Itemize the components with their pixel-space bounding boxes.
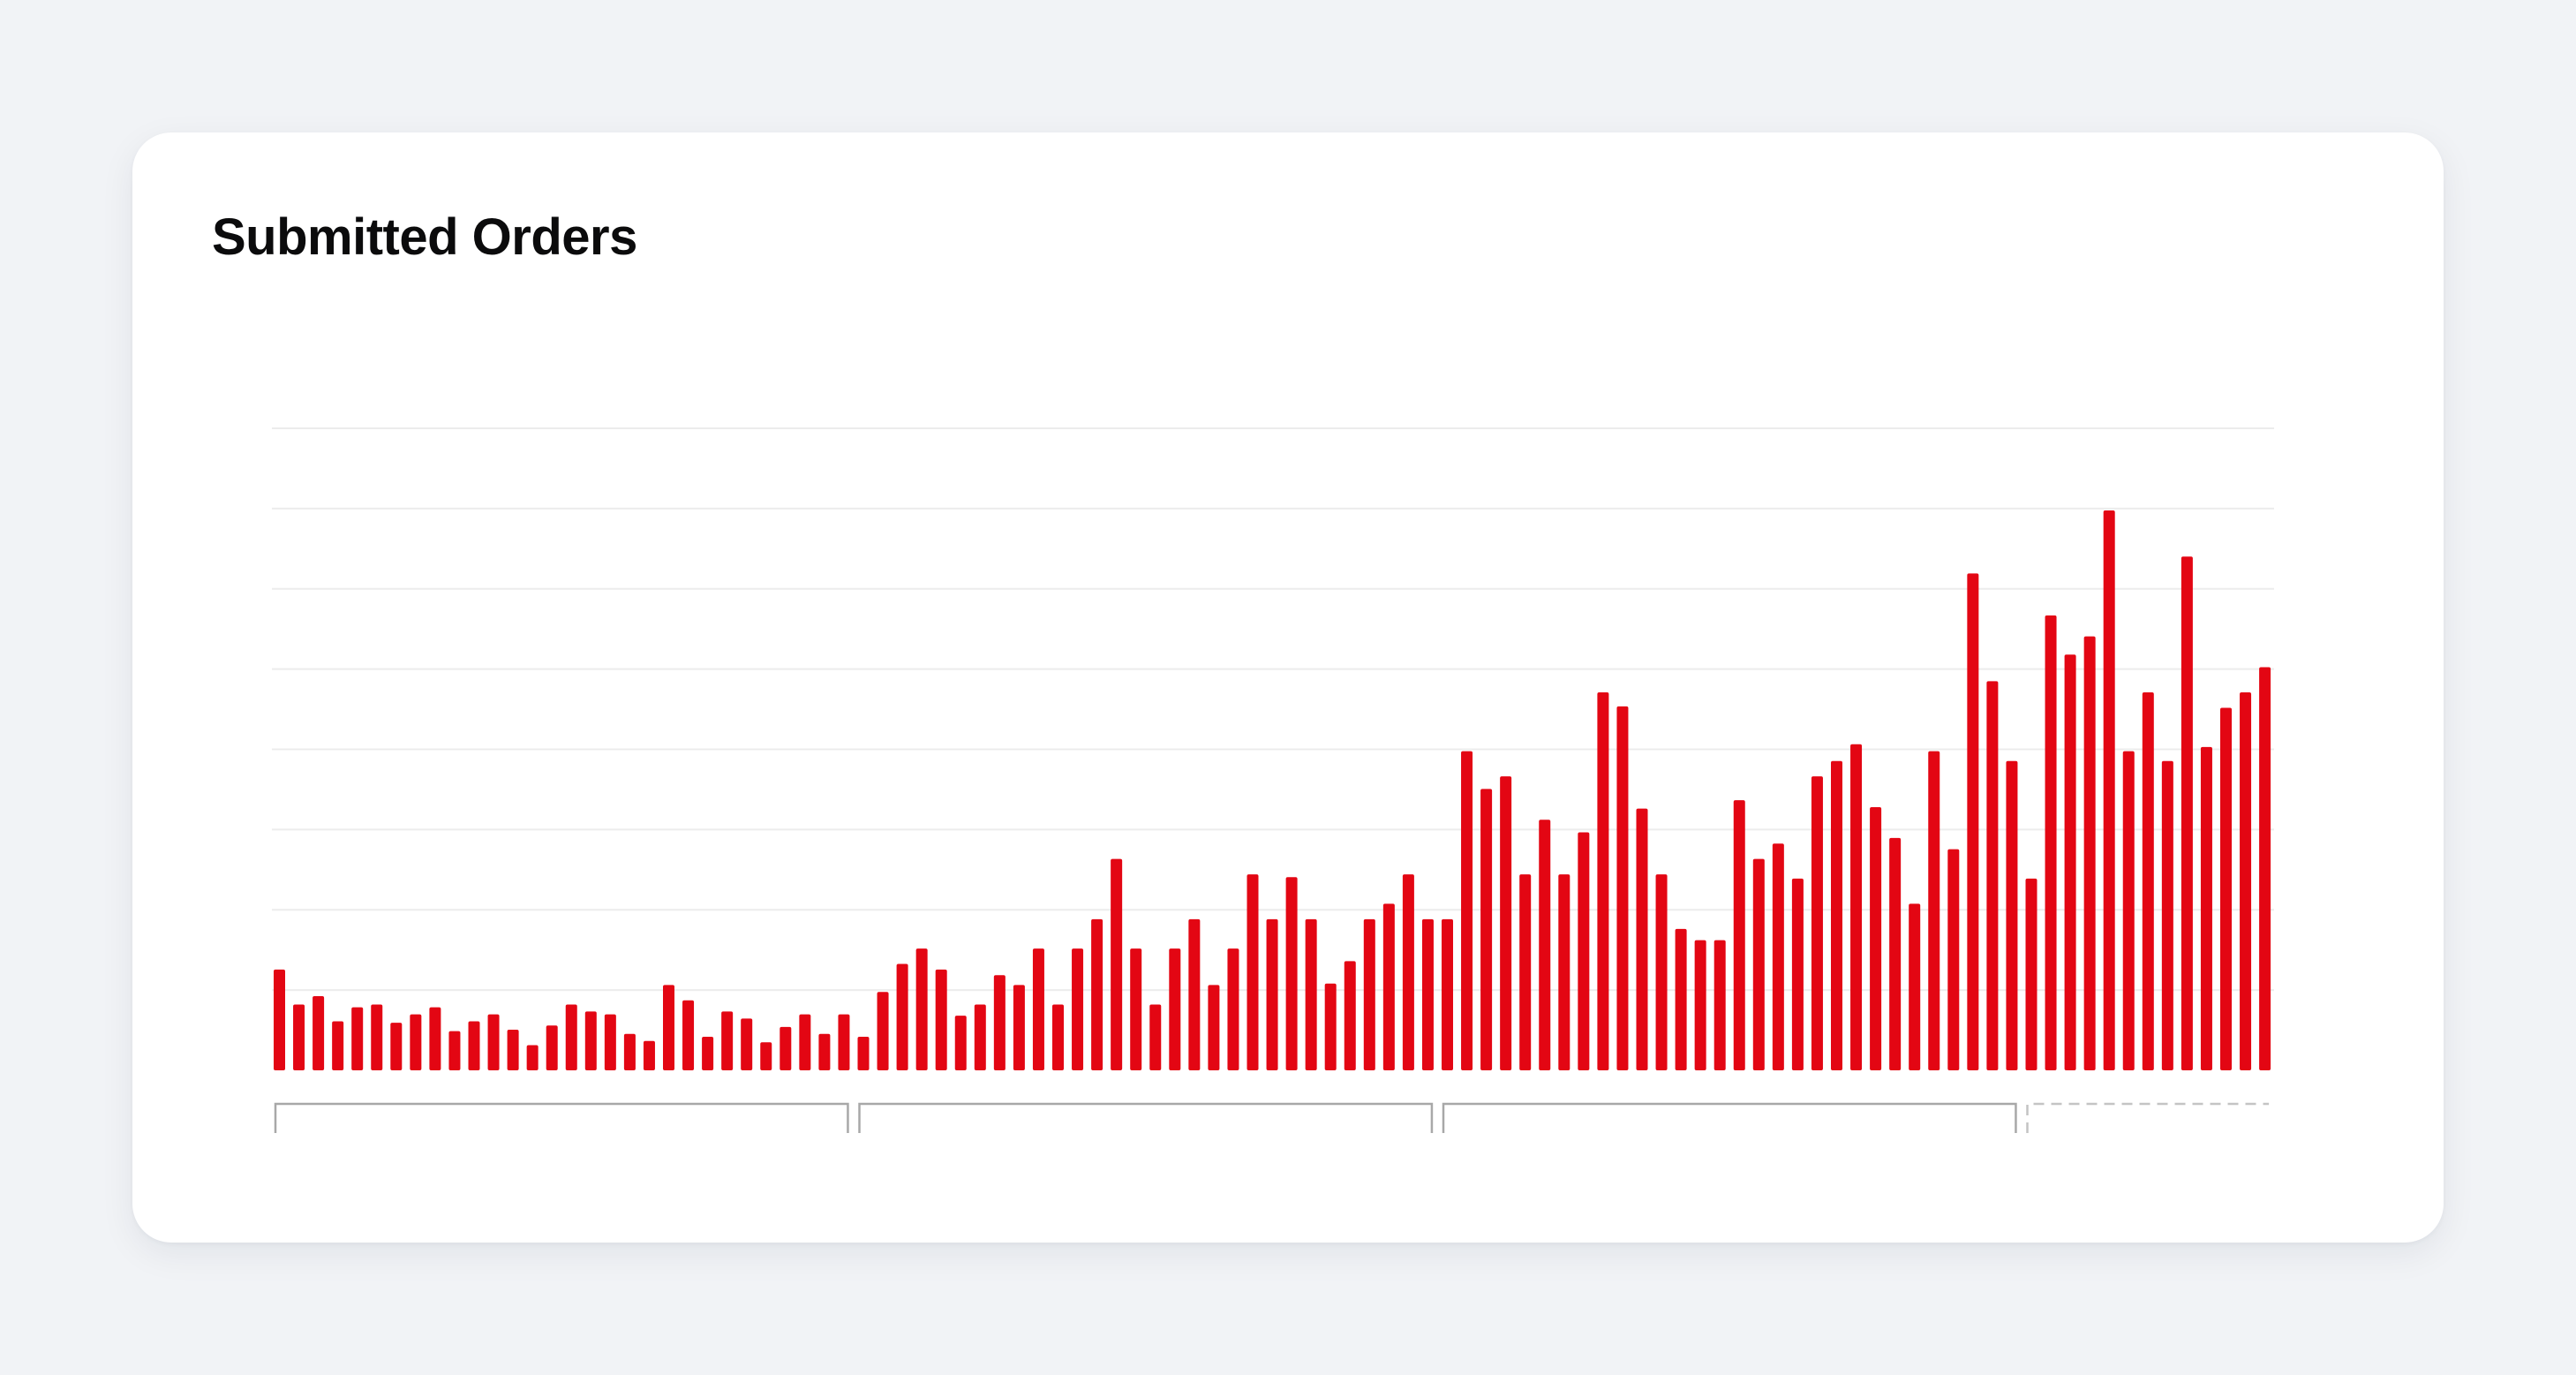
chart-card: Submitted Orders — [132, 132, 2444, 1243]
card-title: Submitted Orders — [212, 208, 637, 266]
